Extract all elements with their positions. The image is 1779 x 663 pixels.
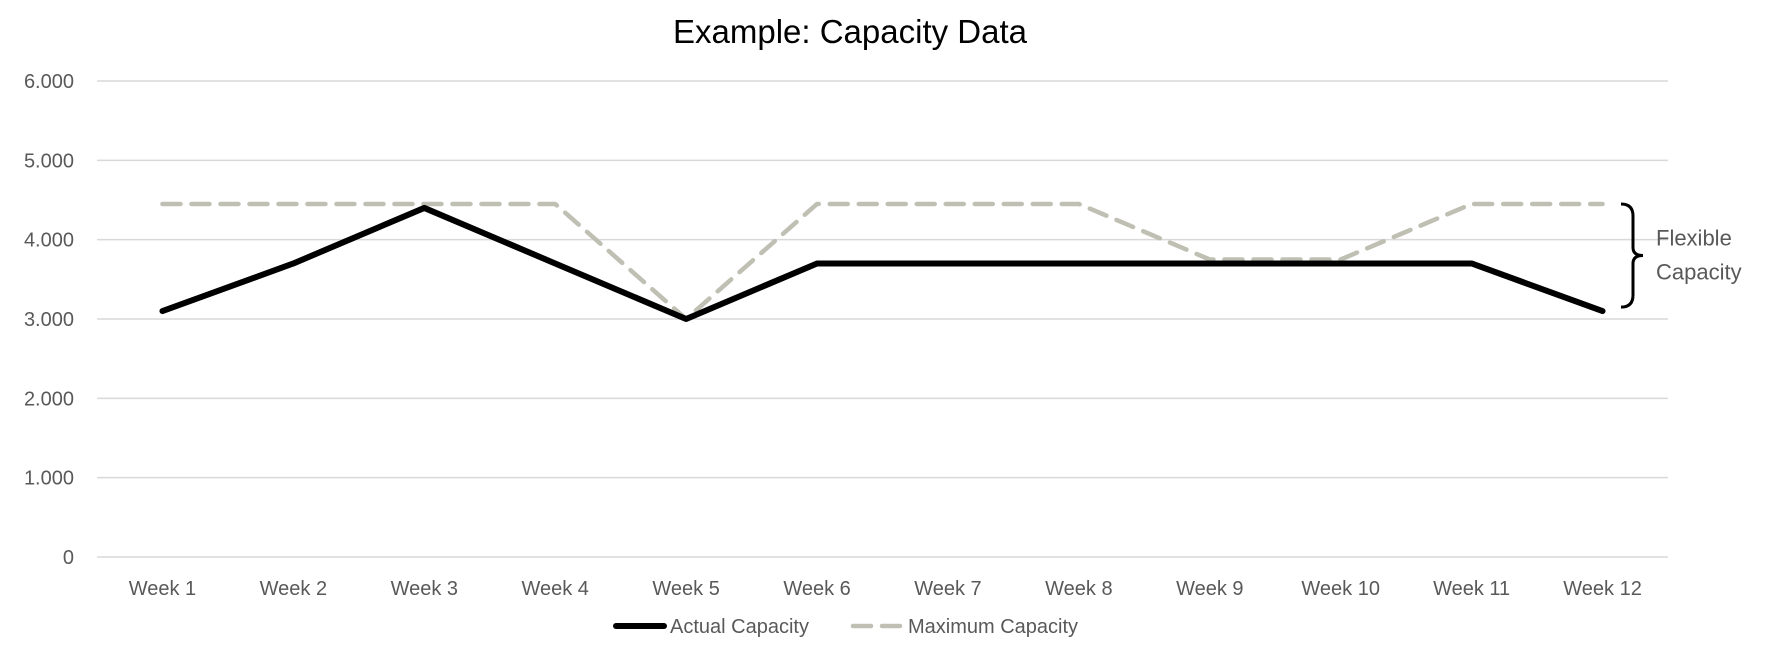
x-tick-label-7: Week 8 (1045, 578, 1112, 600)
legend-label-0: Actual Capacity (670, 616, 809, 638)
x-tick-label-0: Week 1 (129, 578, 196, 600)
y-tick-label-6: 6.000 (24, 71, 74, 93)
x-tick-label-4: Week 5 (652, 578, 719, 600)
y-axis-ticks: 0 1.000 2.000 3.000 4.000 5.000 6.000 (24, 71, 74, 569)
gridlines (97, 80, 1668, 558)
series-line-0 (159, 204, 1606, 322)
x-tick-label-1: Week 2 (260, 578, 327, 600)
chart-title: Example: Capacity Data (673, 13, 1028, 50)
x-tick-label-2: Week 3 (391, 578, 458, 600)
annotation-label-line1: Flexible (1656, 226, 1732, 251)
x-tick-label-11: Week 12 (1563, 578, 1642, 600)
y-tick-label-0: 0 (63, 547, 74, 569)
x-tick-label-5: Week 6 (783, 578, 850, 600)
y-tick-label-1: 1.000 (24, 468, 74, 490)
x-axis-ticks: Week 1 Week 2 Week 3 Week 4 Week 5 Week 6 Week… (129, 578, 1642, 600)
y-tick-label-3: 3.000 (24, 309, 74, 331)
annotation-brace (1620, 202, 1644, 309)
y-tick-label-5: 5.000 (24, 150, 74, 172)
x-tick-label-10: Week 11 (1433, 578, 1510, 600)
legend: Actual Capacity Maximum Capacity (613, 616, 1078, 638)
x-tick-label-3: Week 4 (521, 578, 588, 600)
y-tick-label-4: 4.000 (24, 230, 74, 252)
x-tick-label-9: Week 10 (1301, 578, 1380, 600)
y-tick-label-2: 2.000 (24, 388, 74, 410)
flexible-capacity-annotation: Flexible Capacity (1620, 202, 1742, 309)
x-tick-label-6: Week 7 (914, 578, 981, 600)
annotation-label-line2: Capacity (1656, 260, 1742, 285)
legend-label-1: Maximum Capacity (908, 616, 1078, 638)
data-series (159, 201, 1606, 322)
series-line-1 (160, 201, 1605, 322)
x-tick-label-8: Week 9 (1176, 578, 1243, 600)
